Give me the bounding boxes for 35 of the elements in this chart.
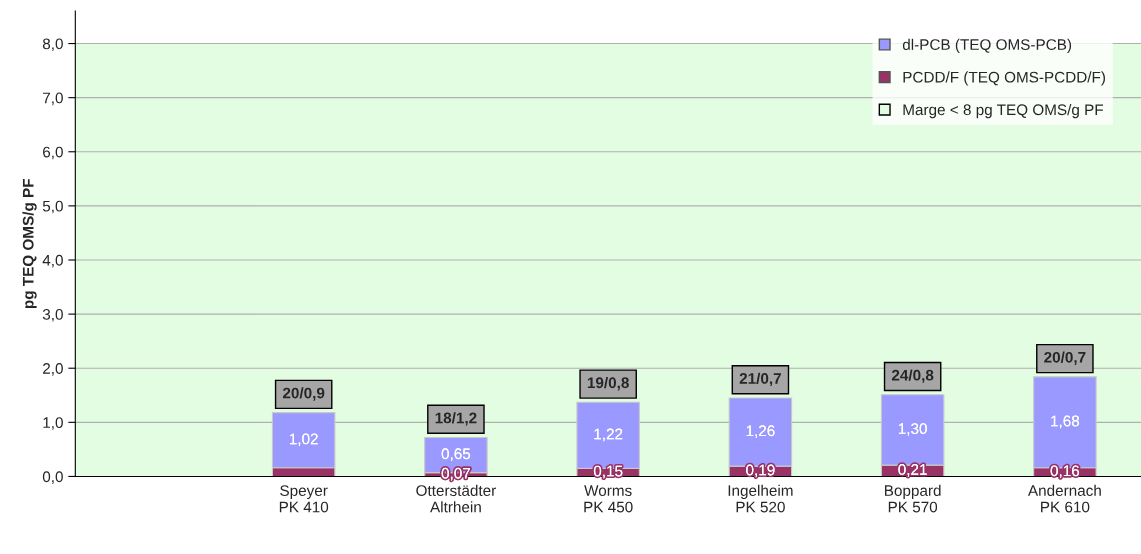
x-tick-label: Boppard PK 570 xyxy=(885,484,941,513)
data-label: 1,68 xyxy=(1051,415,1080,429)
data-label: 0,21 xyxy=(898,464,927,477)
x-tick-label: Ingelheim PK 520 xyxy=(728,484,793,513)
annotation: 19/0,8 xyxy=(587,376,629,391)
annotation: 21/0,7 xyxy=(739,372,781,387)
data-label: 0,16 xyxy=(1050,465,1080,479)
annotation: 20/0,7 xyxy=(1044,351,1086,365)
y-axis-title: pg TEQ OMS/g PF xyxy=(22,178,37,309)
x-tick-label: Speyer PK 410 xyxy=(279,485,329,513)
annotation: 18/1,2 xyxy=(435,412,477,426)
data-label: 1,26 xyxy=(746,425,775,438)
y-tick-label: 6,0 xyxy=(43,146,63,160)
band-label: Marge < 8 pg TEQ OMS/g PF xyxy=(903,103,1104,119)
y-tick-label: 0,0 xyxy=(42,471,63,484)
x-tick-label: Andernach PK 610 xyxy=(1027,484,1101,513)
legend-label: dl-PCB (TEQ OMS-PCB) xyxy=(902,38,1072,54)
y-tick-label: 7,0 xyxy=(43,92,63,106)
data-label: 0,19 xyxy=(746,464,775,478)
data-label: 1,02 xyxy=(289,433,318,447)
annotation: 20/0,9 xyxy=(282,387,325,401)
y-tick-label: 5,0 xyxy=(42,200,63,214)
y-tick-label: 3,0 xyxy=(42,308,63,322)
y-tick-label: 2,0 xyxy=(43,363,63,376)
annotation: 24/0,8 xyxy=(891,369,934,383)
y-tick-label: 1,0 xyxy=(43,417,63,430)
data-label: 0,65 xyxy=(441,448,471,461)
y-tick-label: 8,0 xyxy=(42,38,63,52)
x-tick-label: Otterstädter Altrhein xyxy=(416,484,496,513)
data-label: 1,30 xyxy=(898,423,927,436)
y-tick-label: 4,0 xyxy=(42,254,63,268)
data-label: 1,22 xyxy=(594,428,623,442)
legend-label: PCDD/F (TEQ OMS-PCDD/F) xyxy=(903,71,1105,86)
data-label: 0,15 xyxy=(593,465,623,479)
x-tick-label: Worms PK 450 xyxy=(584,485,633,513)
